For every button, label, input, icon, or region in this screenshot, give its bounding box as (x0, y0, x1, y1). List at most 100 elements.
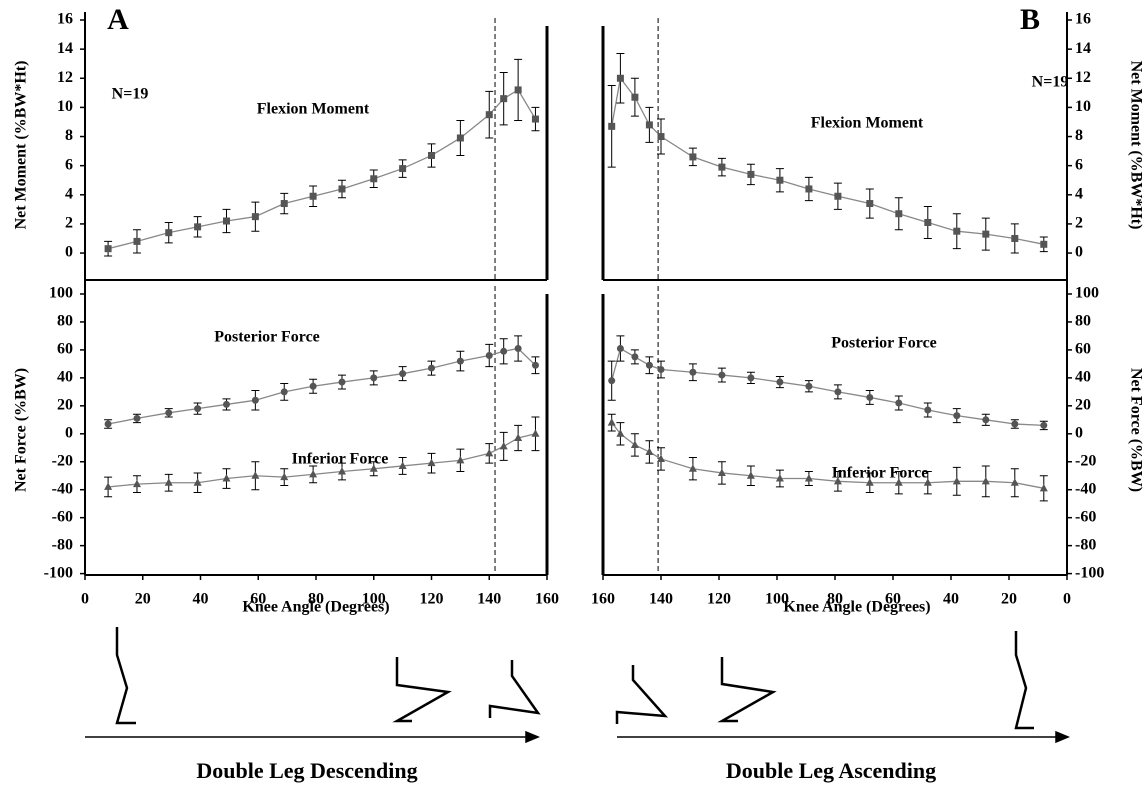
y-tick-label: 10 (57, 98, 73, 115)
data-point (1010, 478, 1019, 486)
data-point (280, 200, 288, 208)
data-point (399, 165, 407, 173)
series-label: Flexion Moment (257, 101, 370, 118)
data-point (531, 361, 539, 369)
data-point (456, 357, 464, 365)
stick-figure (392, 657, 452, 723)
data-point (833, 476, 842, 485)
x-tick-label: 20 (135, 591, 151, 608)
y-tick-label: 16 (57, 11, 73, 28)
data-point (776, 176, 784, 184)
data-point (894, 478, 903, 486)
stick-figures (115, 627, 1034, 730)
data-point (616, 74, 624, 82)
data-point (657, 365, 665, 373)
data-point (193, 478, 202, 486)
y-tick-label: 60 (57, 341, 73, 358)
data-point (399, 370, 407, 378)
caption: Double Leg Ascending (726, 758, 936, 783)
y-axis-label: Net Force (%BW) (1127, 368, 1144, 492)
data-point (924, 218, 932, 226)
y-tick-label: 4 (1075, 185, 1083, 202)
data-point (952, 476, 961, 485)
arrows (85, 730, 1070, 744)
data-point (1039, 483, 1048, 492)
y-axis-label: Net Moment (%BW*Ht) (13, 61, 30, 230)
data-point (428, 151, 435, 159)
data-point (718, 371, 726, 379)
y-axis-label: Net Force (%BW) (13, 368, 30, 492)
data-point (338, 185, 346, 193)
y-tick-label: 0 (65, 244, 73, 261)
stick-figure (488, 660, 541, 718)
data-point (607, 418, 616, 426)
y-tick-label: 0 (1075, 244, 1083, 261)
data-point (645, 447, 654, 455)
data-point (747, 374, 755, 382)
data-point (747, 170, 755, 178)
data-point (251, 396, 259, 404)
data-point (165, 229, 173, 237)
data-point (608, 377, 616, 385)
data-point (427, 458, 436, 467)
data-point (456, 134, 464, 142)
y-tick-label: 8 (1075, 127, 1083, 144)
data-point (657, 454, 665, 462)
data-point (280, 388, 288, 396)
y-tick-label: -60 (52, 508, 73, 525)
data-point (500, 95, 508, 103)
data-point (924, 406, 932, 414)
series-label: Posterior Force (214, 329, 320, 346)
data-point (895, 399, 903, 407)
data-point (689, 368, 697, 376)
y-tick-label: 10 (1075, 98, 1091, 115)
y-tick-label: -80 (1075, 536, 1096, 553)
stick-figure (717, 657, 777, 723)
data-point (866, 200, 874, 208)
data-point (370, 374, 378, 382)
series-label: Flexion Moment (811, 115, 924, 132)
y-tick-label: 40 (57, 369, 73, 386)
y-tick-label: 4 (65, 185, 73, 202)
data-point (866, 393, 874, 401)
data-point (1011, 234, 1019, 242)
series-label: Inferior Force (292, 451, 389, 468)
data-point (485, 111, 493, 119)
data-point (337, 467, 346, 475)
arrow-head (1055, 730, 1070, 744)
data-point (500, 347, 508, 355)
data-point (456, 455, 465, 464)
y-tick-label: -20 (52, 452, 73, 469)
stick-figure (1014, 631, 1034, 730)
panel-label: A (107, 3, 129, 36)
x-tick-label: 60 (250, 591, 266, 608)
data-point (222, 217, 230, 225)
stick-figure (615, 665, 669, 724)
x-tick-label: 20 (1001, 591, 1017, 608)
data-point (1040, 421, 1048, 429)
x-tick-label: 140 (477, 591, 501, 608)
data-point (104, 245, 112, 253)
data-point (982, 416, 990, 424)
data-point (398, 461, 407, 469)
data-point (865, 478, 874, 486)
series-line (611, 347, 1044, 427)
series-line (611, 422, 1044, 489)
data-point (981, 476, 990, 485)
y-tick-label: 20 (1075, 397, 1091, 414)
y-tick-label: 40 (1075, 369, 1091, 386)
data-point (531, 115, 539, 123)
data-point (688, 464, 697, 472)
data-point (133, 414, 141, 422)
data-point (531, 429, 540, 437)
data-point (804, 474, 813, 482)
y-tick-label: 0 (65, 424, 73, 441)
data-point (631, 353, 639, 361)
y-tick-label: 8 (65, 127, 73, 144)
x-tick-label: 80 (308, 591, 324, 608)
x-axis-label: Knee Angle (Degrees) (783, 599, 930, 616)
data-point (132, 479, 141, 488)
data-point (338, 378, 346, 386)
x-tick-label: 0 (81, 591, 89, 608)
data-point (616, 345, 624, 353)
